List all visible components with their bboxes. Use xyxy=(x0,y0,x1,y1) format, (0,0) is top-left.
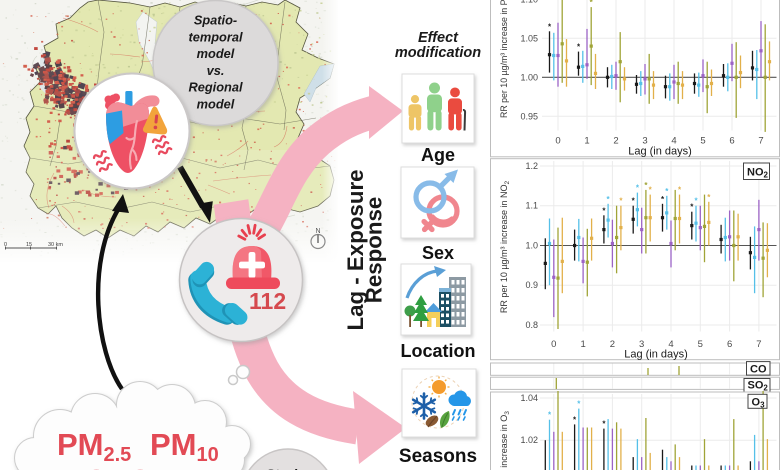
svg-text:1.00: 1.00 xyxy=(520,72,538,82)
svg-text:1.1: 1.1 xyxy=(525,201,538,211)
svg-text:modification: modification xyxy=(395,45,481,61)
svg-text:*: * xyxy=(694,197,698,206)
svg-text:5: 5 xyxy=(698,339,703,350)
svg-text:0.9: 0.9 xyxy=(525,280,538,290)
svg-text:15: 15 xyxy=(26,242,32,248)
svg-text:Stroke: Stroke xyxy=(266,466,310,470)
svg-text:RR per 10 µg/m³ increase in O3: RR per 10 µg/m³ increase in O3 xyxy=(499,411,511,470)
svg-text:*: * xyxy=(665,187,669,196)
svg-text:*: * xyxy=(661,195,665,204)
svg-text:0: 0 xyxy=(551,339,556,350)
svg-text:*: * xyxy=(649,186,653,195)
svg-text:N: N xyxy=(315,228,320,235)
svg-text:1.2: 1.2 xyxy=(525,161,538,171)
svg-text:*: * xyxy=(644,181,648,190)
svg-text:model: model xyxy=(197,46,235,61)
svg-text:temporal: temporal xyxy=(188,29,242,44)
svg-text:*: * xyxy=(577,43,581,52)
svg-text:*: * xyxy=(577,400,581,409)
svg-text:0: 0 xyxy=(4,242,7,248)
svg-text:Regional: Regional xyxy=(188,80,242,95)
svg-text:RR per 10 µg/m³ increase in PM: RR per 10 µg/m³ increase in PM xyxy=(499,0,509,118)
svg-text:1.0: 1.0 xyxy=(525,241,538,251)
svg-text:*: * xyxy=(619,197,623,206)
svg-text:Spatio-: Spatio- xyxy=(194,13,237,28)
svg-text:2: 2 xyxy=(610,339,615,350)
svg-text:*: * xyxy=(548,411,552,420)
svg-text:Response: Response xyxy=(362,197,387,304)
svg-text:Sex: Sex xyxy=(422,243,454,263)
svg-text:Age: Age xyxy=(421,145,455,165)
svg-text:5: 5 xyxy=(700,136,705,147)
svg-text:7: 7 xyxy=(758,136,763,147)
svg-text:Seasons: Seasons xyxy=(399,446,477,467)
svg-text:model: model xyxy=(197,97,235,112)
svg-text:6: 6 xyxy=(727,339,732,350)
svg-text:0.8: 0.8 xyxy=(525,320,538,330)
svg-text:RR per 10 µg/m³ increase in NO: RR per 10 µg/m³ increase in NO2 xyxy=(499,180,511,313)
svg-text:*: * xyxy=(548,22,552,31)
svg-text:1.02: 1.02 xyxy=(520,435,538,445)
svg-text:112: 112 xyxy=(249,288,286,314)
svg-text:*: * xyxy=(636,184,640,193)
svg-text:*: * xyxy=(602,206,606,215)
svg-text:2: 2 xyxy=(613,136,618,147)
svg-text:Lag - Exposure: Lag - Exposure xyxy=(343,169,368,330)
svg-text:3: 3 xyxy=(639,339,644,350)
svg-text:3: 3 xyxy=(642,136,647,147)
svg-text:*: * xyxy=(602,420,606,429)
svg-text:4: 4 xyxy=(671,136,676,147)
svg-text:Effect: Effect xyxy=(418,30,459,46)
svg-text:NO2: NO2 xyxy=(747,167,769,180)
svg-text:Location: Location xyxy=(401,341,476,361)
svg-text:30 km: 30 km xyxy=(48,242,63,248)
svg-text:Lag (in days): Lag (in days) xyxy=(628,146,692,158)
svg-text:7: 7 xyxy=(756,339,761,350)
svg-text:*: * xyxy=(607,195,611,204)
svg-text:4: 4 xyxy=(668,339,673,350)
svg-text:6: 6 xyxy=(729,136,734,147)
svg-text:1: 1 xyxy=(580,339,585,350)
svg-text:*: * xyxy=(707,193,711,202)
svg-text:*: * xyxy=(678,186,682,195)
svg-text:*: * xyxy=(573,415,577,424)
svg-text:1.10: 1.10 xyxy=(520,0,538,4)
svg-text:CO: CO xyxy=(750,363,767,375)
svg-text:0: 0 xyxy=(555,136,560,147)
svg-text:0.95: 0.95 xyxy=(520,111,538,121)
svg-text:1.04: 1.04 xyxy=(520,393,538,403)
svg-text:*: * xyxy=(632,197,636,206)
svg-text:1.05: 1.05 xyxy=(520,33,538,43)
svg-text:SO2: SO2 xyxy=(748,380,769,393)
svg-text:Lag (in days): Lag (in days) xyxy=(624,349,688,361)
svg-text:*: * xyxy=(690,203,694,212)
svg-text:vs.: vs. xyxy=(207,63,225,78)
svg-text:O3: O3 xyxy=(752,396,766,409)
svg-text:*: * xyxy=(590,0,594,7)
svg-text:1: 1 xyxy=(584,136,589,147)
